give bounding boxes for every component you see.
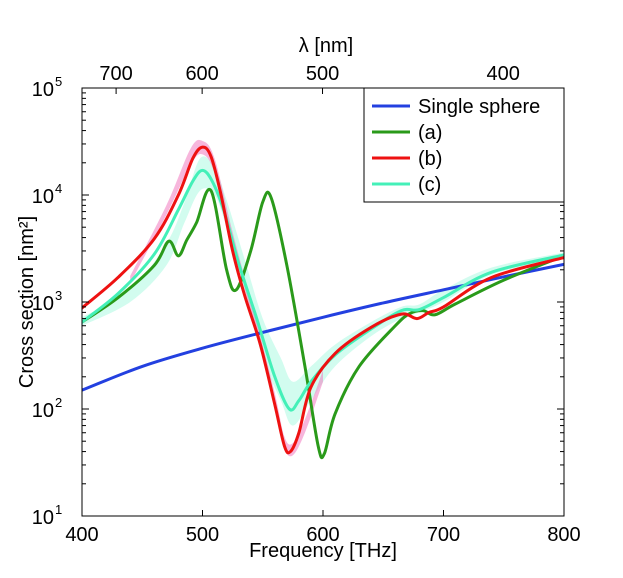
x-tick-label: 400 [65, 524, 98, 546]
y-tick-exponent: 2 [55, 395, 62, 410]
top-tick-label: 600 [185, 63, 218, 85]
top-tick-label: 700 [99, 63, 132, 85]
top-tick-label: 500 [306, 63, 339, 85]
series-lines [82, 145, 564, 460]
legend-label-a: (a) [418, 122, 442, 144]
x-axis-label: Frequency [THz] [249, 540, 397, 562]
series-line-b [82, 145, 564, 455]
x-tick-label: 600 [306, 524, 339, 546]
x-tick-label: 500 [186, 524, 219, 546]
legend: Single sphere (a) (b) (c) [363, 87, 565, 203]
legend-label-b: (b) [418, 148, 442, 170]
uncertainty-bands [82, 139, 564, 457]
y-tick-label: 10 [32, 186, 54, 208]
y-tick-label: 10 [32, 400, 54, 422]
y-tick-label: 10 [32, 79, 54, 101]
top-axis-label: λ [nm] [299, 35, 353, 57]
y-tick-exponent: 1 [55, 502, 62, 517]
y-tick-label: 10 [32, 507, 54, 529]
y-axis-label: Cross section [nm²] [16, 216, 38, 388]
legend-label-c: (c) [418, 174, 441, 196]
x-tick-label: 800 [547, 524, 580, 546]
y-tick-exponent: 3 [55, 288, 62, 303]
y-tick-label: 10 [32, 293, 54, 315]
top-tick-label: 400 [486, 63, 519, 85]
y-tick-exponent: 5 [55, 74, 62, 89]
band-b [130, 139, 323, 457]
y-tick-exponent: 4 [55, 181, 62, 196]
series-line-a [82, 187, 564, 460]
legend-label-single-sphere: Single sphere [418, 96, 540, 118]
series-line-c [82, 168, 564, 412]
x-tick-label: 700 [427, 524, 460, 546]
